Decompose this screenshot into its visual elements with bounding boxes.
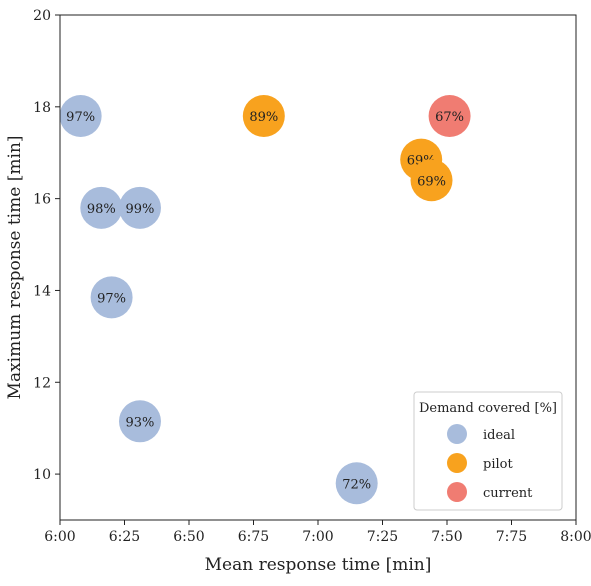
bubble-label: 72%: [342, 477, 371, 492]
x-tick-label: 6:25: [109, 529, 140, 545]
legend-label-ideal: ideal: [483, 428, 515, 443]
y-tick-label: 18: [33, 100, 51, 116]
y-tick-label: 20: [33, 8, 51, 24]
bubble-pilot: [410, 159, 453, 202]
x-axis-label: Mean response time [min]: [205, 555, 432, 575]
bubble-label: 93%: [126, 415, 155, 430]
bubble-label: 99%: [126, 202, 155, 217]
x-axis: 6:00 6:25 6:50 6:75 7:00 7:25 7:50 7:75 8:00: [44, 520, 591, 545]
bubble-label: 69%: [417, 174, 446, 189]
y-tick-label: 14: [33, 283, 51, 299]
bubble-current: [428, 95, 471, 137]
legend: Demand covered [%] ideal pilot current: [413, 391, 563, 511]
x-tick-label: 6:50: [173, 529, 204, 545]
x-tick-label: 7:25: [367, 529, 398, 545]
x-tick-label: 7:50: [431, 529, 462, 545]
bubble-ideal: [59, 95, 102, 137]
bubble-ideal: [90, 276, 133, 319]
x-tick-label: 7:75: [496, 529, 527, 545]
bubble-ideal: [335, 462, 378, 505]
legend-marker-current: [447, 482, 467, 502]
y-tick-label: 10: [33, 467, 51, 483]
bubble-label: 67%: [435, 110, 464, 125]
legend-label-pilot: pilot: [483, 457, 513, 472]
y-tick-label: 12: [33, 375, 51, 391]
y-tick-label: 16: [33, 192, 51, 208]
x-tick-label: 6:00: [44, 529, 75, 545]
bubble-ideal: [118, 186, 161, 229]
x-tick-label: 6:75: [238, 529, 269, 545]
x-tick-label: 7:00: [302, 529, 333, 545]
legend-box: [413, 391, 563, 511]
x-tick-label: 8:00: [560, 529, 591, 545]
bubble-label: 97%: [66, 110, 95, 125]
bubble-label: 97%: [97, 291, 126, 306]
y-axis-label: Maximum response time [min]: [5, 136, 25, 400]
legend-marker-pilot: [447, 453, 467, 473]
bubble-pilot: [242, 95, 285, 137]
bubble-ideal: [118, 400, 161, 443]
bubble-label: 98%: [87, 202, 116, 217]
y-axis: 10 12 14 16 18 20: [33, 8, 60, 483]
marks-layer: 97%98% 99%97%93%72%89%69%69%67%: [59, 95, 471, 505]
legend-marker-ideal: [447, 424, 467, 444]
legend-label-current: current: [483, 486, 533, 501]
bubble-ideal: [80, 186, 123, 229]
legend-title: Demand covered [%]: [419, 401, 557, 416]
bubble-label: 89%: [249, 110, 278, 125]
